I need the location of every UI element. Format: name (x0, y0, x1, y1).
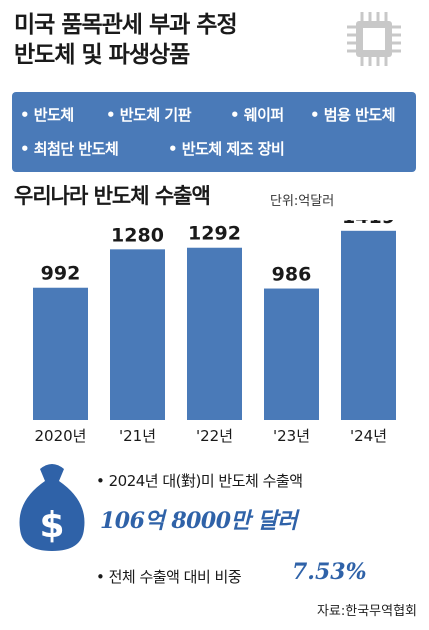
bar-value-label: 986 (272, 264, 312, 286)
bar-value-label: 1292 (188, 223, 241, 245)
stat-us-export-value: 106억 8000만 달러 (100, 508, 297, 534)
bar-3 (264, 288, 319, 420)
svg-text:$: $ (39, 505, 64, 546)
bar-value-label: 1280 (111, 224, 164, 246)
chart-unit: 단위:억달러 (270, 194, 335, 209)
title-line-2: 반도체 및 파생상품 (14, 42, 190, 68)
tag-item: • 반도체 제조 장비 (168, 140, 285, 158)
bar-4 (341, 230, 396, 420)
bar-2 (187, 247, 242, 420)
tag-item: • 반도체 기판 (106, 106, 192, 124)
tag-item: • 범용 반도체 (310, 106, 396, 124)
header: 미국 품목관세 부과 추정 반도체 및 파생상품 (14, 10, 414, 70)
x-tick-label: '22년 (196, 427, 233, 445)
stat-share-value: 7.53% (292, 559, 367, 585)
tariff-items-box: • 반도체 • 반도체 기판 • 웨이퍼 • 범용 반도체 • 최첨단 반도체 … (12, 92, 416, 172)
bar-value-label: 1419 (342, 220, 395, 228)
bar-chart: 992 2020년 1280 '21년 1292 '22년 986 '23년 1419 '24년 (33, 220, 396, 445)
x-tick-label: '21년 (119, 427, 156, 445)
stat-us-export-label: • 2024년 대(對)미 반도체 수출액 (96, 472, 303, 490)
bar-0 (33, 287, 88, 420)
source-note: 자료:한국무역협회 (316, 604, 417, 619)
tag-item: • 반도체 (20, 106, 74, 124)
stat-share-label: • 전체 수출액 대비 비중 (96, 568, 242, 586)
chip-icon (347, 12, 401, 66)
x-tick-label: '23년 (273, 427, 310, 445)
bar-1 (110, 249, 165, 420)
tag-item: • 최첨단 반도체 (20, 140, 119, 158)
x-tick-label: '24년 (350, 427, 387, 445)
bar-value-label: 992 (41, 263, 81, 285)
chart-title: 우리나라 반도체 수출액 (14, 184, 211, 208)
title-line-1: 미국 품목관세 부과 추정 (14, 12, 238, 38)
tag-item: • 웨이퍼 (230, 106, 284, 124)
x-tick-label: 2020년 (35, 427, 87, 445)
money-bag-icon: $ (19, 464, 85, 551)
